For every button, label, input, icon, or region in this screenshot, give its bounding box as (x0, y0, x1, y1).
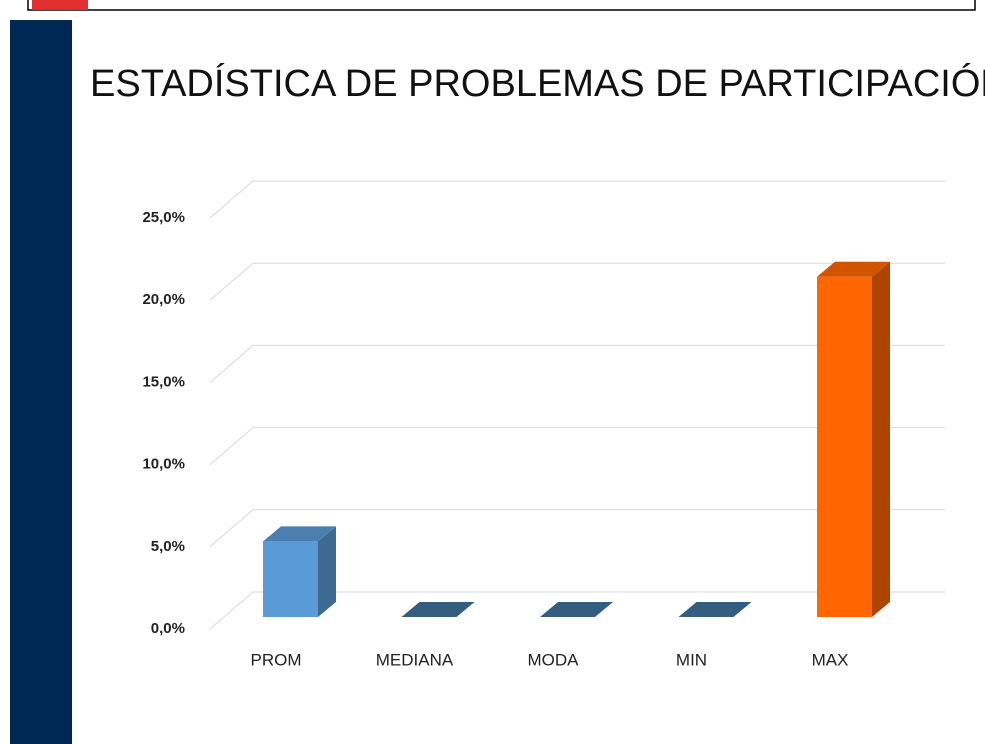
grid-line (209, 262, 945, 301)
y-tick-label: 5,0% (151, 538, 185, 555)
bar-face (318, 526, 336, 617)
bar-face (401, 602, 475, 617)
side-band (10, 20, 72, 744)
bar (817, 261, 890, 617)
bar (401, 602, 475, 617)
bar (678, 602, 752, 617)
grid-line (209, 427, 945, 465)
bar (540, 602, 613, 617)
bar-face (817, 276, 872, 617)
bar (263, 526, 336, 617)
x-tick-label: MODA (528, 650, 580, 669)
grid-line (209, 180, 945, 219)
bar-face (678, 602, 752, 617)
x-tick-label: PROM (251, 650, 302, 669)
bar-face (540, 602, 613, 617)
grid-line (209, 591, 945, 630)
grid-line (209, 509, 945, 548)
y-tick-label: 10,0% (142, 456, 185, 473)
grid-line (209, 344, 945, 383)
bar-face (872, 261, 890, 617)
header-box (27, 0, 976, 11)
y-tick-label: 25,0% (142, 209, 185, 226)
chart-title: ESTADÍSTICA DE PROBLEMAS DE PARTICIPACIÓ… (90, 62, 985, 105)
bar-face (817, 261, 890, 277)
x-tick-label: MEDIANA (376, 650, 454, 669)
y-tick-label: 15,0% (142, 373, 185, 390)
x-tick-label: MAX (812, 650, 849, 669)
bar-face (263, 526, 336, 542)
y-tick-label: 0,0% (151, 620, 185, 637)
header-accent (32, 0, 88, 10)
y-tick-label: 20,0% (142, 291, 185, 308)
x-tick-label: MIN (676, 650, 707, 669)
bar-face (263, 541, 318, 617)
